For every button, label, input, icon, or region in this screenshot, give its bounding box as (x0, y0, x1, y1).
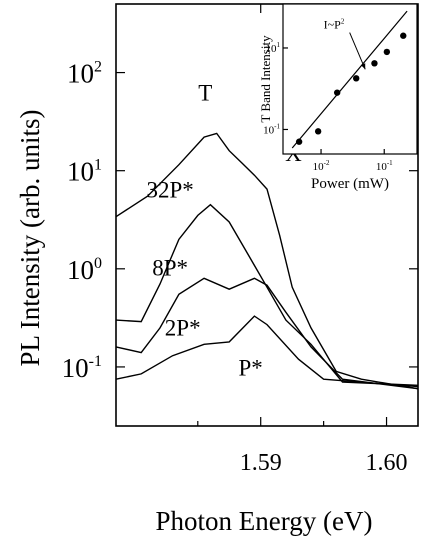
inset-y-axis-label: T Band Intensity (258, 35, 273, 123)
series-line-pp (115, 315, 419, 388)
inset-y-tick-label: 101 (266, 41, 281, 55)
main-y-axis-label: PL Intensity (arb. units) (15, 110, 45, 367)
series-line-32pp (115, 132, 419, 390)
data-point (352, 75, 360, 82)
inset-x-axis-label: Power (mW) (311, 176, 389, 192)
annotation-label: P* (238, 355, 262, 380)
main-x-axis-label: Photon Energy (eV) (156, 506, 373, 536)
annotation-arrow (349, 32, 366, 70)
main-x-tick-label: 1.60 (366, 450, 408, 476)
inset-y-tick-label: 10-1 (263, 122, 280, 136)
main-annotations: TX32P*8P*2P*P* (146, 80, 302, 380)
main-plot-frame (115, 3, 419, 427)
annotation-arrowhead (360, 63, 366, 70)
annotation-label: T (198, 80, 212, 105)
fit-line (291, 10, 408, 149)
data-point (314, 128, 322, 135)
inset-x-tick-label: 10-2 (313, 159, 330, 173)
fit-annotation-label: I~P2 (324, 18, 345, 32)
main-plot-marks: 1.59 1.60 10-1 100 101 102 (62, 4, 419, 476)
inset-plot-marks: 10-2 10-1 10-1 101 I~P2 (263, 10, 408, 173)
series-line-2pp (115, 277, 419, 390)
inset-x-tick-label: 10-1 (376, 159, 393, 173)
annotation-label: 2P* (165, 315, 201, 340)
main-y-tick-label: 101 (67, 157, 102, 187)
annotation-label: 32P* (146, 178, 193, 203)
data-point (295, 138, 303, 145)
main-y-tick-label: 102 (67, 59, 102, 89)
data-point (383, 48, 391, 56)
data-point (333, 89, 341, 96)
main-y-tick-label: 10-1 (62, 353, 102, 383)
main-y-tick-label: 100 (67, 255, 102, 285)
annotation-label: 8P* (152, 256, 188, 281)
data-point (371, 60, 378, 67)
main-x-tick-label: 1.59 (240, 450, 282, 476)
series-line-8pp (115, 203, 419, 386)
data-point (400, 32, 407, 39)
